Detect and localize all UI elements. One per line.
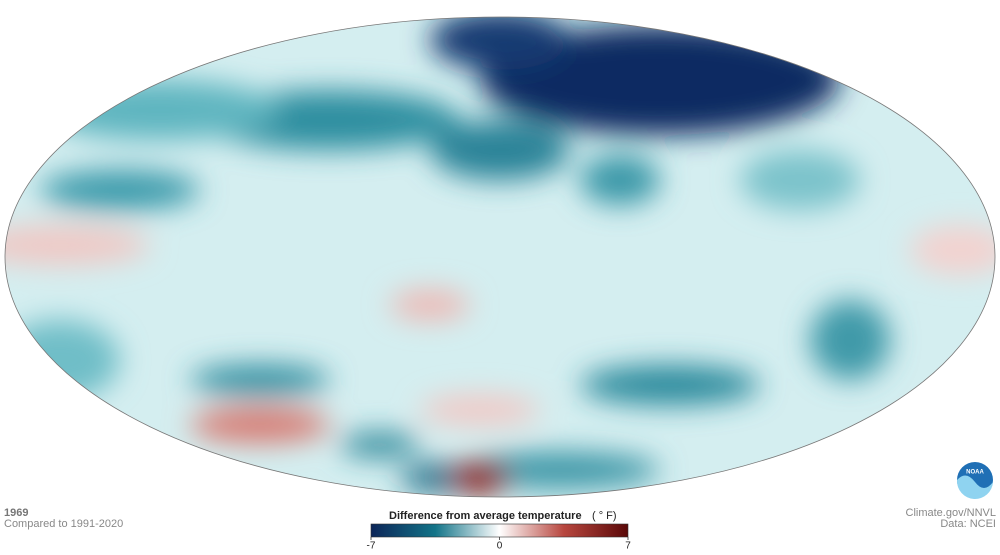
data-credit: Data: NCEI — [940, 518, 996, 530]
legend-title: Difference from average temperature — [389, 510, 582, 522]
year-label: 1969 — [4, 507, 28, 519]
color-scale — [370, 523, 629, 538]
comparison-label: Compared to 1991-2020 — [4, 518, 123, 530]
temperature-anomaly-map — [5, 17, 995, 497]
noaa-logo-wave — [956, 475, 993, 500]
globe-outline — [4, 16, 996, 498]
tick-label: -7 — [367, 541, 376, 552]
tick-label: 0 — [497, 541, 503, 552]
tick-label: 7 — [625, 541, 631, 552]
noaa-logo-text: NOAA — [966, 470, 984, 476]
legend-ticks: -7 0 7 — [367, 537, 631, 552]
source-credit: Climate.gov/NNVL — [906, 507, 996, 519]
legend-unit: ( ° F) — [592, 510, 617, 522]
